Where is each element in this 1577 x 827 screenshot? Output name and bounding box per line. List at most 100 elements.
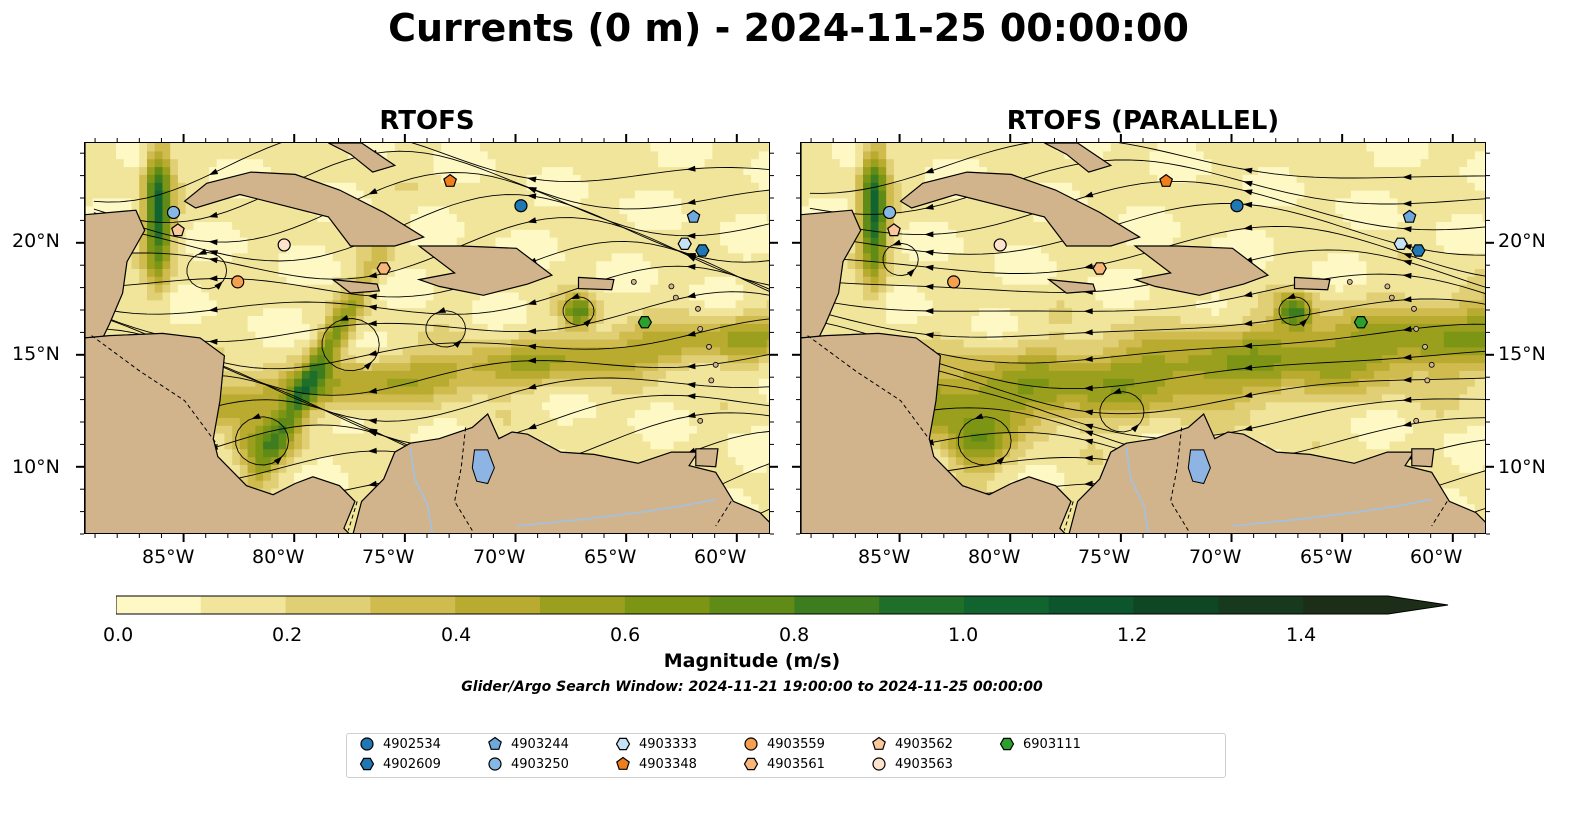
streamline-arrow (214, 281, 223, 290)
streamline-arrow (686, 232, 696, 239)
legend-label: 4903333 (639, 736, 697, 752)
land-cuba (183, 171, 426, 247)
circle-marker-icon (488, 757, 502, 771)
streamline-arrow (1083, 263, 1094, 270)
streamline-arrow (367, 350, 378, 356)
legend-label: 4903563 (895, 756, 953, 772)
colorbar-segment (1218, 596, 1304, 614)
streamline (321, 318, 380, 372)
streamline-arrow (906, 268, 916, 277)
float-marker-4903333 (677, 237, 692, 251)
float-marker-4902534 (514, 199, 528, 213)
page-title: Currents (0 m) - 2024-11-25 00:00:00 (388, 6, 1189, 50)
legend-item-4903244: 4903244 (487, 736, 569, 752)
border-col-ven (1170, 427, 1189, 531)
map-panel-rtofs-parallel[interactable] (800, 142, 1486, 534)
legend-marker (743, 757, 759, 771)
currents-map-rtofs (85, 143, 769, 533)
colorbar-label: Magnitude (m/s) (663, 650, 841, 672)
float-marker-4902534 (1230, 199, 1244, 213)
border-pan-col (347, 501, 358, 531)
streamline-arrow (1243, 291, 1253, 298)
river-magdalena (1125, 447, 1149, 533)
streamline-arrow (208, 211, 218, 218)
streamline-arrow (527, 328, 537, 335)
float-marker-4903561 (1092, 262, 1107, 275)
lon-label-left-60w: 60°W (694, 546, 747, 568)
legend-marker (872, 757, 886, 771)
float-marker-4903563 (993, 238, 1007, 252)
streamline-arrow (686, 165, 696, 172)
island (1424, 377, 1431, 384)
hexagon-marker-icon (359, 757, 375, 771)
streamline-arrow (686, 253, 696, 259)
legend-label: 4902534 (383, 736, 441, 752)
legend-label: 4903348 (639, 756, 697, 772)
colorbar-tick-6: 1.2 (1117, 624, 1148, 646)
streamline-arrow (1083, 438, 1094, 445)
colorbar-segment (1133, 596, 1219, 614)
land-jamaica (330, 278, 381, 294)
legend-marker (615, 737, 631, 751)
streamline-arrow (686, 393, 696, 400)
float-marker-4902609 (695, 244, 710, 257)
lon-label-right-65w: 65°W (1300, 546, 1353, 568)
land-hispaniola (416, 245, 554, 296)
streamline-arrow (367, 272, 378, 279)
streamline-arrow (1083, 356, 1093, 362)
circle-marker-icon (872, 757, 886, 771)
river-orinoco (516, 498, 716, 527)
legend-item-4903561: 4903561 (743, 756, 825, 772)
streamline-arrow (367, 387, 378, 394)
float-marker-4903562 (887, 223, 901, 237)
float-marker-4903348 (443, 173, 458, 187)
colorbar-segment (709, 596, 795, 614)
lat-label-right-20n: 20°N (1498, 230, 1546, 252)
streamline-arrow (436, 307, 446, 313)
streamline-arrow (208, 275, 218, 282)
legend-label: 4903250 (511, 756, 569, 772)
land-bahamas (328, 143, 397, 173)
float-marker-4903244 (686, 209, 701, 223)
lon-label-right-85w: 85°W (858, 546, 911, 568)
lon-label-left-85w: 85°W (142, 546, 195, 568)
circle-marker-icon (744, 737, 758, 751)
colorbar-segment (540, 596, 626, 614)
streamline-arrow (527, 423, 537, 430)
lat-label-right-10n: 10°N (1498, 456, 1546, 478)
hexagon-marker-icon (999, 737, 1015, 751)
streamline-arrow (367, 447, 377, 454)
legend-item-6903111: 6903111 (999, 736, 1081, 752)
island (708, 377, 715, 384)
streamline-arrow (368, 188, 378, 195)
island (1428, 361, 1435, 368)
streamline (93, 217, 769, 286)
streamline-arrow (1083, 329, 1093, 336)
lon-label-right-60w: 60°W (1410, 546, 1463, 568)
island (668, 283, 675, 290)
streamline-arrow (527, 187, 537, 193)
legend-marker (488, 736, 502, 750)
float-markers (882, 173, 1426, 329)
legend-item-4902534: 4902534 (359, 736, 441, 752)
land-bahamas (1044, 143, 1113, 173)
map-panel-rtofs[interactable] (84, 142, 770, 534)
colorbar-tick-7: 1.4 (1286, 624, 1317, 646)
streamline-arrow (1083, 423, 1094, 430)
island (1388, 294, 1395, 301)
colorbar-tick-3: 0.6 (610, 624, 641, 646)
colorbar-outline (116, 595, 1449, 615)
streamline-arrow (1243, 180, 1253, 187)
legend-marker (488, 757, 502, 771)
streamline-arrow (251, 413, 261, 420)
river-magdalena (409, 447, 433, 533)
lon-label-right-75w: 75°W (1078, 546, 1131, 568)
border-ven-guy (715, 501, 732, 527)
streamline-arrow (367, 304, 377, 311)
river-orinoco (1232, 498, 1432, 527)
island (1413, 417, 1420, 424)
streamline-arrow (1402, 421, 1412, 427)
streamline-arrow (1402, 396, 1412, 403)
island (1384, 283, 1391, 290)
streamline-arrow (367, 293, 377, 300)
